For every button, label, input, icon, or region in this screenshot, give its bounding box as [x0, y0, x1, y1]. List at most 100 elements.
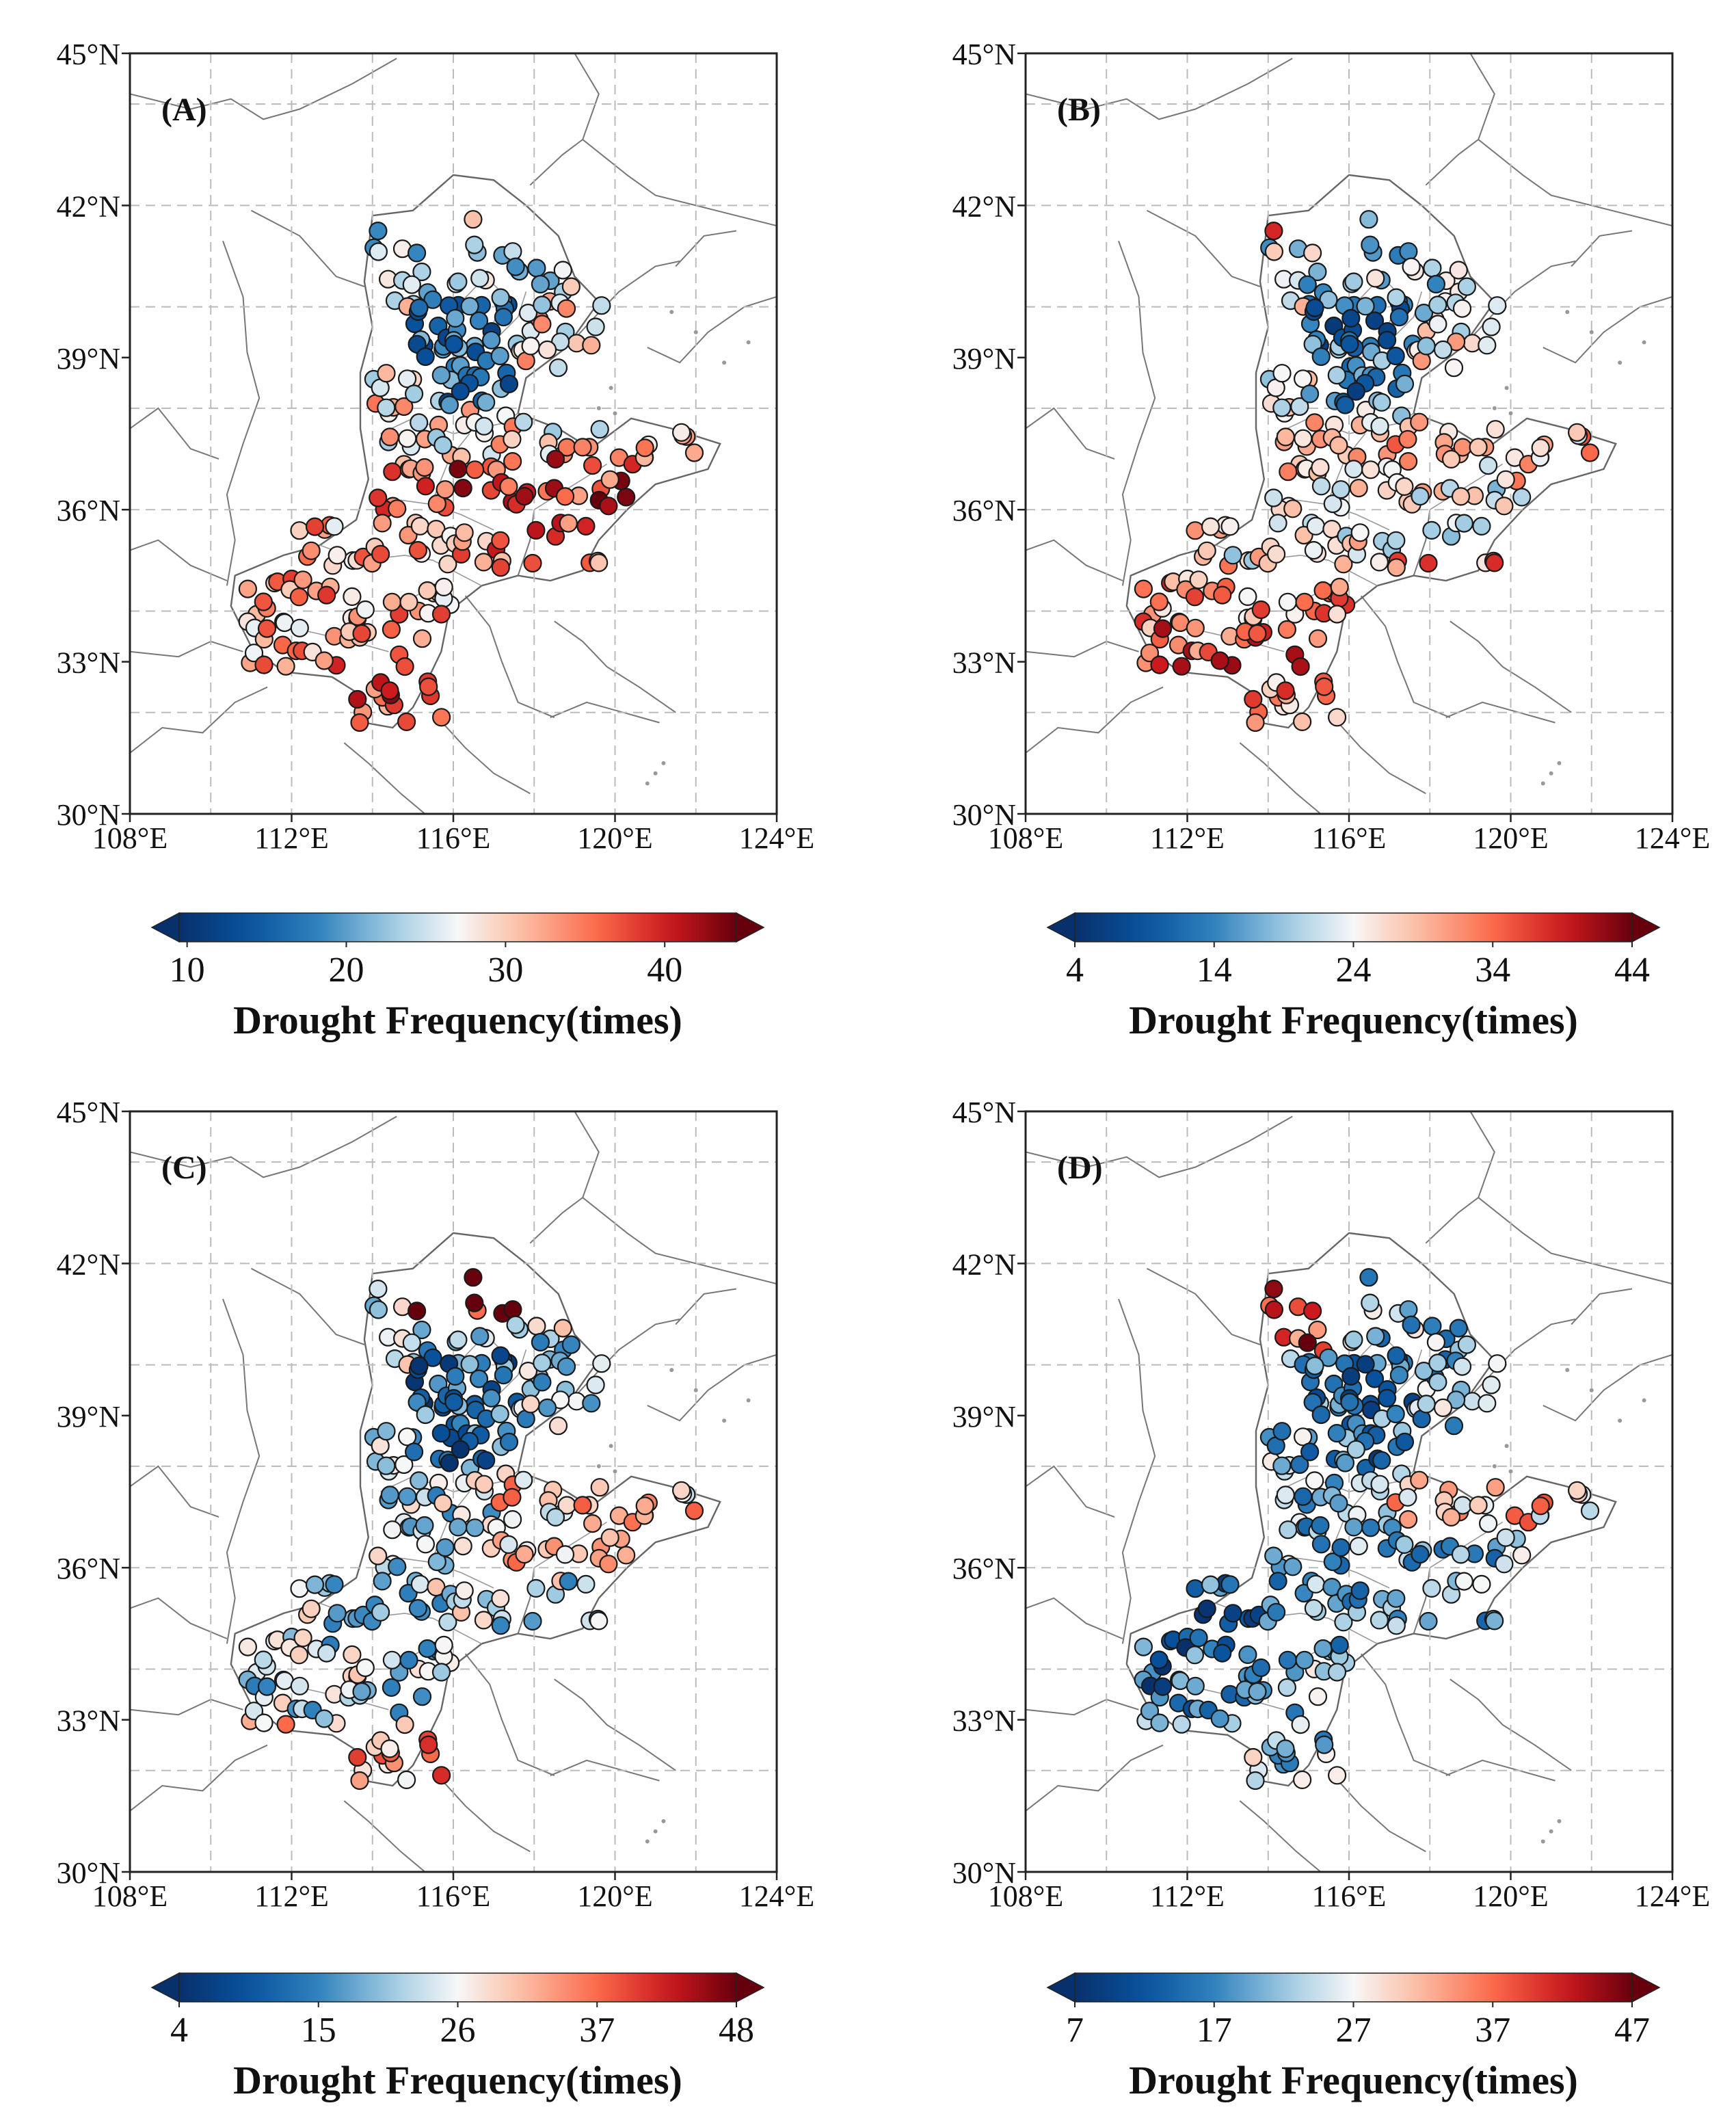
province-boundary [432, 1770, 531, 1853]
station-point [1220, 1575, 1240, 1594]
station-point [276, 657, 295, 676]
station-point [436, 1538, 455, 1557]
station-point [1410, 412, 1429, 432]
station-point [1341, 1366, 1361, 1386]
station-point [546, 449, 565, 469]
lat-label: 39°N [57, 1400, 120, 1434]
island-dot [645, 1839, 650, 1844]
station-point [380, 681, 399, 700]
station-point [1272, 398, 1292, 417]
station-point [1244, 689, 1263, 709]
station-point [491, 1589, 510, 1608]
station-point [449, 460, 468, 479]
station-point [1372, 1451, 1391, 1470]
station-point [423, 290, 442, 309]
station-point [1387, 531, 1406, 550]
province-boundary [1450, 1678, 1572, 1771]
station-point [388, 499, 407, 518]
station-point [1311, 477, 1331, 496]
lat-label: 36°N [57, 494, 120, 527]
province-boundary [1239, 742, 1322, 814]
station-point [369, 1546, 388, 1565]
province-boundary [550, 1759, 660, 1782]
station-point [557, 1357, 576, 1376]
station-point [1327, 1424, 1346, 1443]
station-point [1512, 488, 1532, 507]
station-point [635, 438, 654, 458]
station-point [1433, 1398, 1453, 1417]
province-boundary [565, 1318, 680, 1406]
lon-label: 120°E [577, 1879, 652, 1913]
lon-label: 116°E [416, 821, 491, 855]
station-point [416, 477, 436, 496]
colorbar-tick-label: 37 [1475, 2011, 1510, 2050]
station-point [1568, 423, 1587, 442]
island-dot [1492, 1464, 1497, 1468]
station-point [1417, 336, 1436, 356]
station-point [1213, 1643, 1232, 1663]
station-point [238, 1637, 257, 1656]
station-point [1186, 1676, 1205, 1695]
province-boundary [574, 53, 777, 227]
province-boundary [1026, 57, 1293, 120]
station-point [1306, 1574, 1326, 1594]
island-dot [596, 1464, 601, 1468]
province-boundary [1118, 240, 1156, 586]
station-point [1399, 242, 1418, 261]
panel-label: (D) [1057, 1150, 1103, 1186]
station-point [1387, 1589, 1406, 1608]
station-point [289, 587, 308, 607]
station-point [383, 1520, 402, 1540]
station-point [1290, 397, 1309, 417]
province-boundary [1026, 640, 1139, 658]
station-point [446, 308, 465, 328]
station-point [1291, 657, 1310, 676]
station-point [1387, 1616, 1406, 1635]
station-point [671, 1481, 691, 1500]
station-point [589, 553, 609, 572]
station-point [1428, 1353, 1447, 1373]
station-point [1441, 449, 1461, 469]
station-point [1303, 243, 1322, 263]
station-point [317, 585, 336, 605]
province-boundary [1026, 1698, 1139, 1716]
station-point [1279, 1520, 1298, 1540]
station-point [1276, 1485, 1295, 1505]
station-point [1308, 1687, 1328, 1706]
station-point [244, 1702, 264, 1721]
station-point [1272, 1456, 1292, 1475]
island-dot [1589, 1388, 1594, 1392]
station-point [377, 398, 396, 417]
station-point [531, 274, 550, 294]
station-point [397, 712, 416, 732]
station-point [592, 1354, 611, 1373]
station-point [1496, 1528, 1515, 1547]
colorbar-low-arrow [1046, 1972, 1076, 2003]
station-point [1452, 299, 1472, 318]
station-point [398, 429, 417, 448]
province-boundary [529, 139, 583, 186]
station-point [1452, 1357, 1472, 1376]
lon-label: 108°E [988, 821, 1063, 855]
station-point [369, 242, 388, 261]
station-point [557, 299, 576, 318]
station-point [1340, 334, 1359, 354]
colorbar-tick-label: 34 [1475, 951, 1510, 990]
station-point [1454, 1572, 1473, 1591]
island-dot [1508, 1469, 1513, 1474]
lon-label: 116°E [1312, 821, 1387, 855]
station-point [514, 412, 533, 432]
colorbar-gradient [178, 1972, 737, 2003]
station-point [533, 295, 552, 315]
station-point [1335, 1453, 1355, 1472]
station-point [600, 470, 619, 489]
station-point [449, 272, 468, 291]
province-boundary [517, 1568, 535, 1634]
island-dot [661, 1819, 666, 1823]
station-point [1246, 713, 1265, 732]
station-point [419, 677, 438, 696]
station-point [1485, 553, 1504, 572]
province-boundary [1461, 1318, 1576, 1406]
station-point [481, 330, 501, 349]
station-point [1272, 364, 1292, 383]
